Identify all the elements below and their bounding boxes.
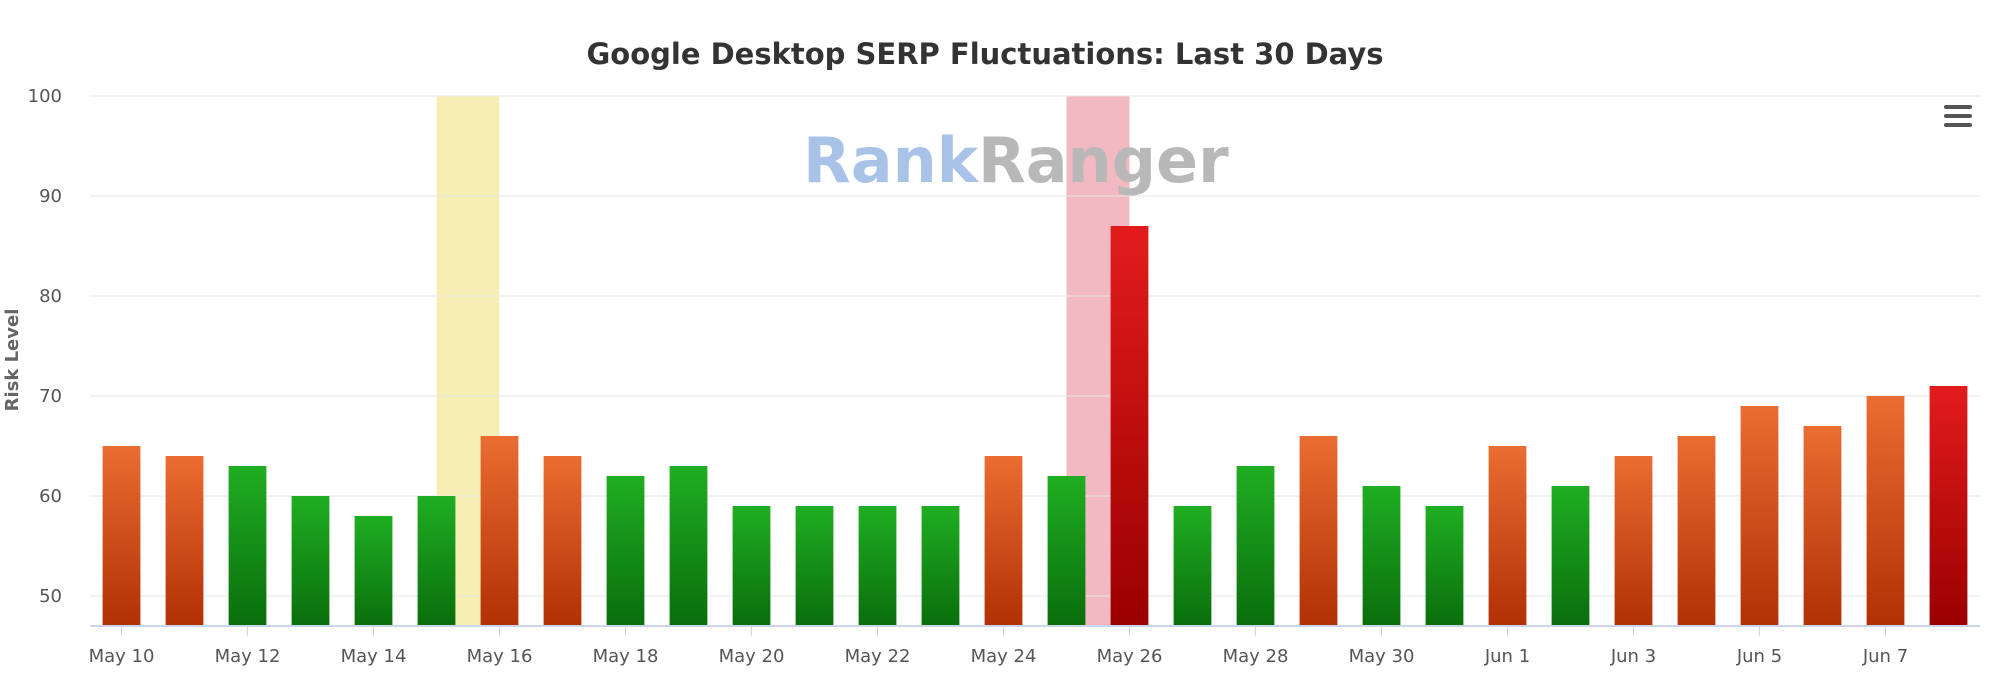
bar-jun-3[interactable] <box>1614 456 1653 626</box>
bar-jun-4[interactable] <box>1677 436 1716 626</box>
x-tick-label-jun-7: Jun 7 <box>1862 646 1908 667</box>
y-tick-label-90: 90 <box>39 186 62 207</box>
bar-may-25[interactable] <box>1047 476 1086 626</box>
bar-may-22[interactable] <box>858 506 897 626</box>
chart-title: Google Desktop SERP Fluctuations: Last 3… <box>586 37 1383 71</box>
bars <box>102 226 1968 626</box>
x-axis-ticks: May 10 May 12 May 14 May 16 May 18 May 20 May … <box>89 626 1908 667</box>
bar-may-19[interactable] <box>669 466 708 626</box>
x-tick-label-may-10: May 10 <box>89 646 155 667</box>
y-tick-label-100: 100 <box>28 86 62 107</box>
x-tick-label-jun-1: Jun 1 <box>1484 646 1530 667</box>
x-tick-label-may-18: May 18 <box>593 646 659 667</box>
bar-may-23[interactable] <box>921 506 960 626</box>
watermark-rank: RankRanger <box>803 124 1229 197</box>
x-tick-label-may-24: May 24 <box>971 646 1037 667</box>
watermark-rank-text: Rank <box>803 124 980 197</box>
bar-may-31[interactable] <box>1425 506 1464 626</box>
bar-may-30[interactable] <box>1362 486 1401 626</box>
bar-may-29[interactable] <box>1299 436 1338 626</box>
bar-may-26[interactable] <box>1110 226 1149 626</box>
x-tick-label-may-14: May 14 <box>341 646 407 667</box>
y-axis-tick-labels: 50 60 70 80 90 100 <box>28 86 62 607</box>
y-axis-title: Risk Level <box>2 309 23 412</box>
x-tick-label-may-30: May 30 <box>1349 646 1415 667</box>
x-tick-label-may-26: May 26 <box>1097 646 1163 667</box>
x-tick-label-may-16: May 16 <box>467 646 533 667</box>
x-tick-label-may-22: May 22 <box>845 646 911 667</box>
bar-may-24[interactable] <box>984 456 1023 626</box>
bar-may-20[interactable] <box>732 506 771 626</box>
x-tick-label-may-20: May 20 <box>719 646 785 667</box>
chart-menu-button[interactable] <box>1940 98 1976 134</box>
bar-jun-7[interactable] <box>1866 396 1905 626</box>
y-tick-label-80: 80 <box>39 286 62 307</box>
bar-may-14[interactable] <box>354 516 393 626</box>
rankranger-watermark: RankRanger <box>803 124 1229 197</box>
bar-may-16[interactable] <box>480 436 519 626</box>
bar-may-11[interactable] <box>165 456 204 626</box>
bar-may-21[interactable] <box>795 506 834 626</box>
bar-jun-8[interactable] <box>1929 386 1968 626</box>
x-tick-label-may-12: May 12 <box>215 646 281 667</box>
y-tick-label-50: 50 <box>39 586 62 607</box>
watermark-ranger-text: Ranger <box>978 124 1229 197</box>
bar-jun-5[interactable] <box>1740 406 1779 626</box>
bar-jun-1[interactable] <box>1488 446 1527 626</box>
bar-may-17[interactable] <box>543 456 582 626</box>
bar-may-28[interactable] <box>1236 466 1275 626</box>
bar-jun-6[interactable] <box>1803 426 1842 626</box>
y-gridlines <box>90 95 1980 597</box>
bar-may-15[interactable] <box>417 496 456 626</box>
bar-may-27[interactable] <box>1173 506 1212 626</box>
x-tick-label-jun-3: Jun 3 <box>1610 646 1656 667</box>
bar-may-13[interactable] <box>291 496 330 626</box>
x-tick-label-jun-5: Jun 5 <box>1736 646 1782 667</box>
bar-may-10[interactable] <box>102 446 141 626</box>
y-tick-label-70: 70 <box>39 386 62 407</box>
x-tick-label-may-28: May 28 <box>1223 646 1289 667</box>
y-tick-label-60: 60 <box>39 486 62 507</box>
bar-may-18[interactable] <box>606 476 645 626</box>
bar-may-12[interactable] <box>228 466 267 626</box>
bar-jun-2[interactable] <box>1551 486 1590 626</box>
